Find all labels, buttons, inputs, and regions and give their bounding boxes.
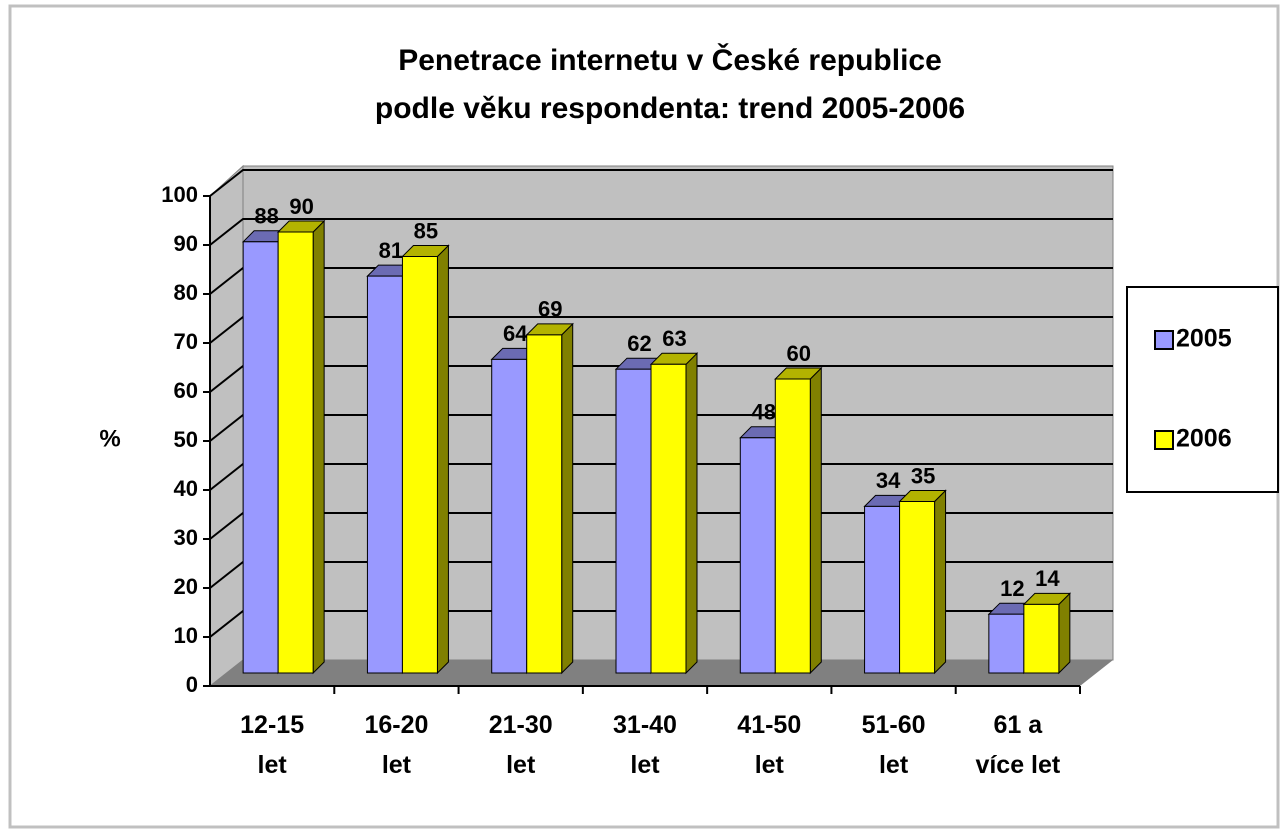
x-tick-label-line: let	[630, 751, 660, 779]
value-label: 12	[1000, 576, 1024, 601]
bar-side	[436, 244, 449, 675]
y-tick-label: 0	[186, 672, 198, 697]
grid-line	[209, 169, 1113, 197]
bar-side	[1058, 592, 1071, 675]
bar-side	[934, 489, 947, 675]
bar	[1023, 603, 1060, 674]
chart-title: Penetrace internetu v České republice	[398, 43, 942, 77]
x-tick-label: 12-15 let	[240, 711, 304, 779]
bar	[774, 378, 811, 674]
x-tick-label: 16-20 let	[364, 711, 428, 779]
x-tick-label: 31-40 let	[613, 711, 677, 779]
x-tick-label-line: 61 a	[994, 711, 1044, 739]
x-tick-label: 21-30 let	[489, 711, 553, 779]
legend-swatch	[1154, 430, 1174, 450]
legend-label: 2005	[1176, 325, 1232, 353]
value-label: 35	[911, 463, 935, 488]
bar	[739, 437, 776, 674]
bar	[615, 368, 652, 674]
bar	[864, 505, 901, 674]
bar-side	[312, 219, 325, 675]
x-tick-label-line: 16-20	[364, 711, 428, 739]
y-tick-label: 40	[174, 476, 198, 501]
bar	[401, 256, 438, 674]
x-tick-label-line: let	[755, 751, 785, 779]
x-tick-label-line: 12-15	[240, 711, 304, 739]
y-tick-label: 30	[174, 525, 198, 550]
value-label: 63	[662, 326, 686, 351]
y-tick-label: 90	[174, 231, 198, 256]
bar	[277, 231, 314, 674]
side-wall	[209, 164, 244, 688]
bar	[650, 363, 687, 674]
y-tick-label: 60	[174, 378, 198, 403]
x-tick-label-line: 21-30	[489, 711, 553, 739]
bar	[526, 334, 563, 674]
bar	[366, 275, 403, 674]
legend	[1126, 286, 1279, 493]
value-label: 88	[254, 204, 278, 229]
value-label: 60	[787, 341, 811, 366]
y-tick-label: 20	[174, 574, 198, 599]
y-tick-label: 80	[174, 280, 198, 305]
value-label: 14	[1035, 566, 1060, 591]
y-tick-label: 100	[161, 182, 198, 207]
bar	[988, 613, 1025, 674]
x-tick-label-line: let	[879, 751, 909, 779]
value-label: 48	[752, 400, 776, 425]
y-tick-label: 50	[174, 427, 198, 452]
y-axis-label: %	[99, 425, 120, 452]
x-tick-label-line: více let	[975, 751, 1060, 779]
value-label: 69	[538, 297, 562, 322]
value-label: 81	[379, 238, 403, 263]
x-tick-label: 51-60 let	[862, 711, 926, 779]
legend-label: 2006	[1176, 425, 1232, 453]
y-tick-label: 70	[174, 329, 198, 354]
bar-side	[809, 366, 822, 675]
value-label: 85	[414, 218, 438, 243]
value-label: 62	[627, 331, 651, 356]
chart-title: podle věku respondenta: trend 2005-2006	[375, 92, 965, 125]
x-tick-label-line: 51-60	[862, 711, 926, 739]
bar	[242, 241, 279, 674]
bar	[491, 358, 528, 674]
x-tick-label: 41-50 let	[737, 711, 801, 779]
x-tick-label-line: 41-50	[737, 711, 801, 739]
x-tick-label-line: 31-40	[613, 711, 677, 739]
value-label: 90	[289, 194, 313, 219]
grid-line	[209, 218, 1113, 246]
bar-side	[561, 322, 574, 675]
x-tick-label-line: let	[258, 751, 288, 779]
x-tick-label: 61 a více let	[975, 711, 1060, 779]
value-label: 34	[876, 468, 901, 493]
value-label: 64	[503, 321, 528, 346]
x-tick-label-line: let	[382, 751, 412, 779]
legend-swatch	[1154, 330, 1174, 350]
bar	[899, 501, 936, 674]
x-tick-label-line: let	[506, 751, 536, 779]
bar-side	[685, 352, 698, 675]
y-tick-label: 10	[174, 623, 198, 648]
